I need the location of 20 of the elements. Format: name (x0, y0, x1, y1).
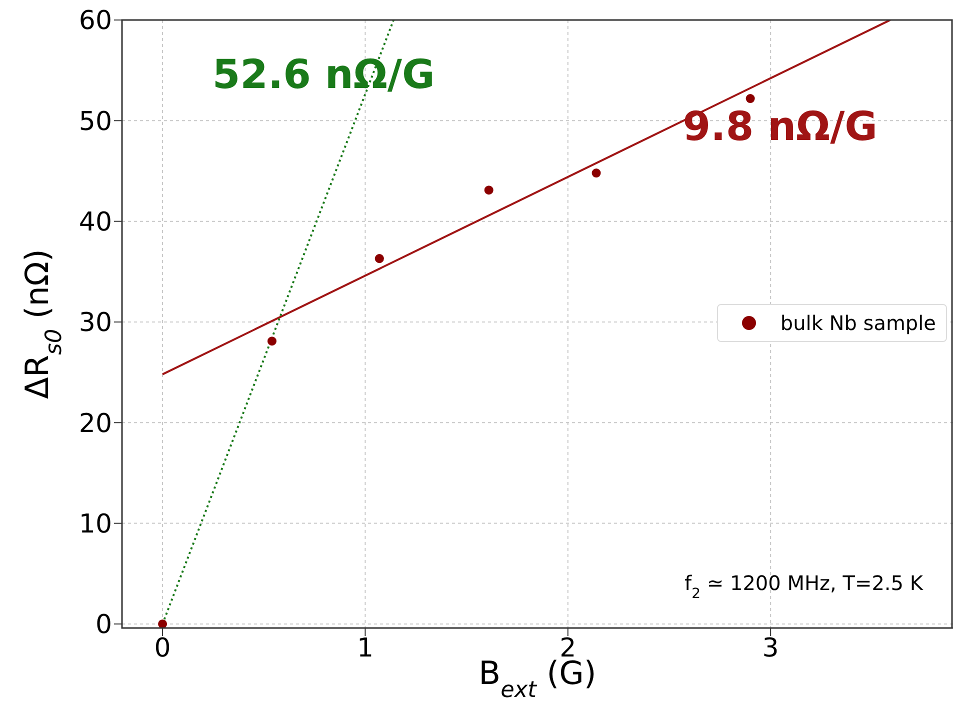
x-tick-label: 3 (762, 633, 779, 664)
y-tick-label: 10 (78, 510, 112, 540)
y-tick-label: 60 (78, 6, 112, 36)
series-label: 9.8 nΩ/G (682, 104, 878, 150)
annotation: f$_{2}$ ≃ 1200 MHz, T=2.5 K (684, 571, 924, 602)
point (158, 619, 168, 628)
y-tick-label: 30 (78, 308, 112, 338)
y-tick-label: 20 (78, 408, 112, 439)
series-label: 52.6 nΩ/G (212, 52, 435, 98)
x-tick-label: 1 (356, 633, 374, 664)
y-tick-label: 50 (78, 106, 112, 137)
point (746, 94, 755, 104)
point (374, 254, 384, 264)
legend-label: bulk Nb sample (780, 311, 936, 335)
point (484, 186, 494, 195)
y-tick-label: 0 (95, 610, 112, 640)
point (592, 168, 601, 178)
x-tick-label: 0 (154, 633, 171, 664)
y-tick-label: 40 (78, 208, 112, 238)
point (267, 336, 276, 346)
